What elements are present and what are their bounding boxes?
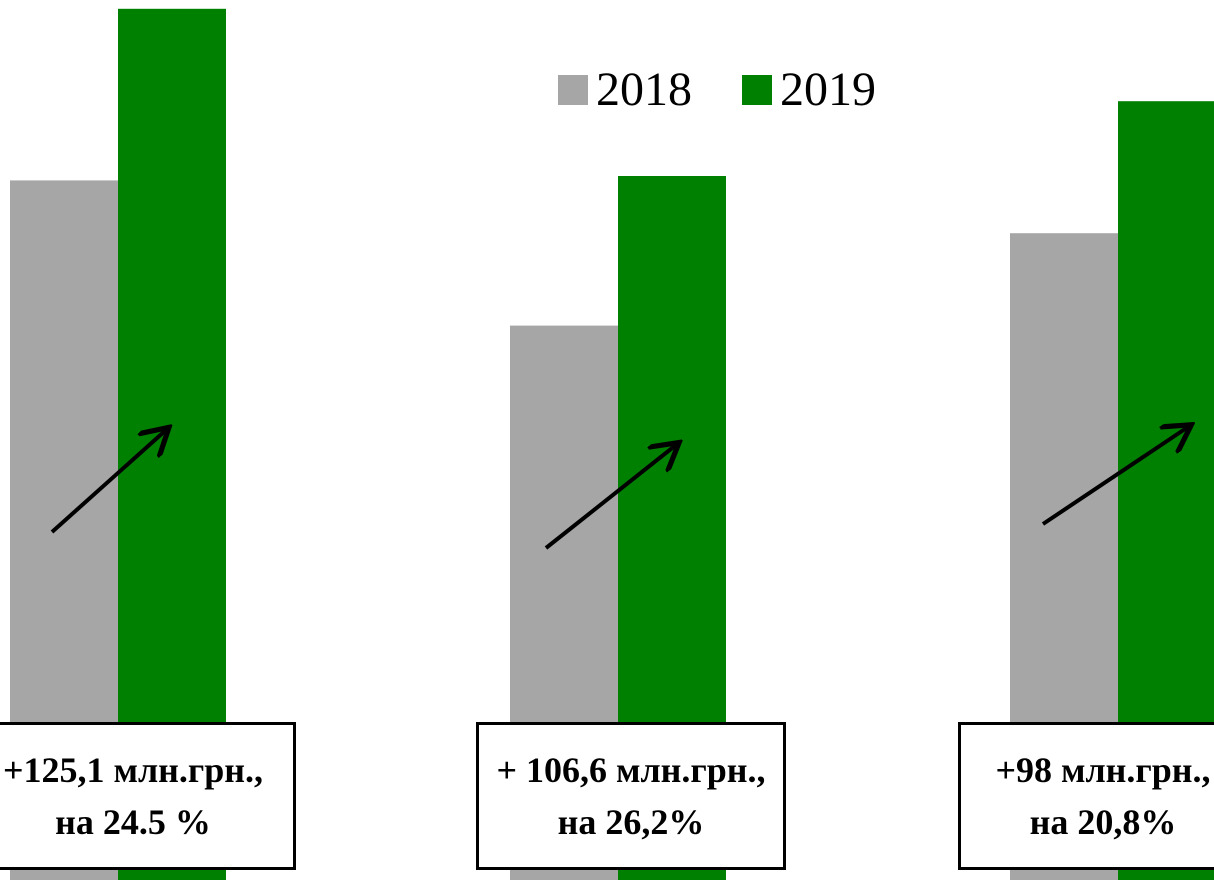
callout-3-percent: на 20,8%	[1029, 802, 1177, 842]
callout-3-amount: +98 млн.грн.,	[995, 750, 1211, 790]
chart-legend: 2018 2019	[558, 62, 926, 117]
growth-callout-1: +125,1 млн.грн., на 24.5 %	[0, 722, 296, 870]
callout-1-amount: +125,1 млн.грн.,	[2, 750, 264, 790]
growth-callout-3: +98 млн.грн., на 20,8%	[958, 722, 1214, 870]
callout-1-percent: на 24.5 %	[55, 802, 211, 842]
trend-arrow-up-icon-1	[50, 430, 166, 534]
legend-swatch-2019	[742, 74, 772, 105]
legend-item-2018: 2018	[558, 62, 692, 117]
legend-swatch-2018	[558, 74, 588, 105]
callout-2-amount: + 106,6 млн.грн.,	[496, 750, 766, 790]
callout-2-percent: на 26,2%	[557, 802, 705, 842]
legend-label-2018: 2018	[596, 63, 692, 116]
legend-item-2019: 2019	[742, 62, 876, 117]
trend-arrow-up-icon-2	[544, 445, 676, 550]
legend-label-2019: 2019	[780, 63, 876, 116]
trend-arrow-up-icon-3	[1041, 427, 1188, 526]
growth-callout-2: + 106,6 млн.грн., на 26,2%	[476, 722, 786, 870]
